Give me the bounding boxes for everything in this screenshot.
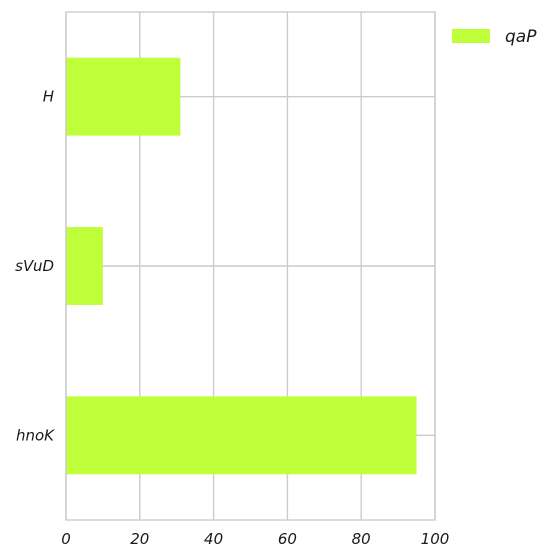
y-tick-label: sVuD: [15, 257, 54, 275]
x-tick-label: 60: [278, 530, 297, 548]
x-tick-label: 20: [130, 530, 149, 548]
axes-frame: [65, 11, 436, 521]
x-tick-label: 80: [352, 530, 371, 548]
x-tick-labels: 0 20 40 60 80 100: [61, 530, 449, 548]
legend: qaP: [452, 27, 537, 47]
x-tick-label: 40: [204, 530, 223, 548]
x-tick-label: 100: [421, 530, 450, 548]
bar: [66, 396, 417, 475]
bar: [66, 227, 103, 305]
bar: [66, 57, 181, 136]
legend-label: qaP: [505, 27, 537, 47]
x-tick-label: 0: [61, 530, 71, 548]
plot-frame: [65, 11, 436, 521]
bars: [66, 57, 417, 475]
y-tick-label: H: [43, 88, 54, 106]
y-tick-label: hnoK: [16, 426, 55, 444]
legend-swatch: [452, 29, 490, 43]
